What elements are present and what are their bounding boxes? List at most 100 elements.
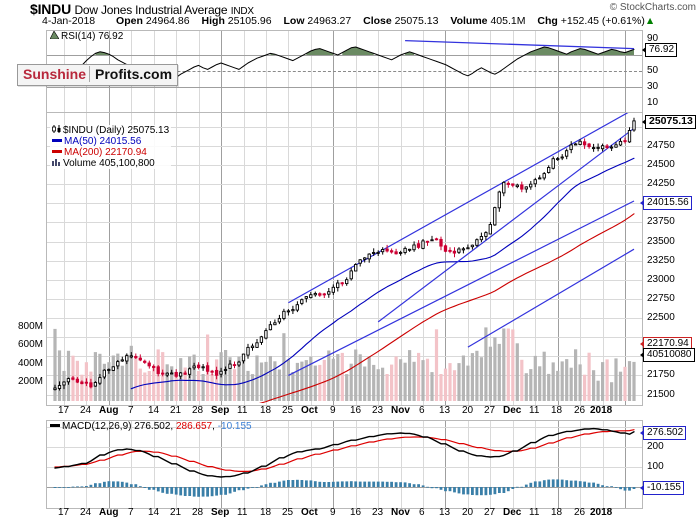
x-axis-tick: 7 bbox=[128, 405, 134, 416]
open-value: 24964.86 bbox=[145, 15, 190, 27]
x-axis-tick: 25 bbox=[282, 507, 294, 518]
x-axis-tick: 16 bbox=[350, 405, 362, 416]
legend-row-volume: Volume 405,100,800 bbox=[52, 158, 169, 169]
rsi-y-tick: 90 bbox=[647, 33, 659, 44]
x-axis-tick: 20 bbox=[462, 405, 474, 416]
x-axis-tick: 17 bbox=[58, 405, 70, 416]
x-axis-tick: 25 bbox=[282, 405, 294, 416]
volume-y-tick: 400M bbox=[18, 358, 44, 369]
x-axis-tick: Dec bbox=[503, 405, 522, 416]
x-axis-tick: Nov bbox=[391, 507, 410, 518]
x-axis-tick: 28 bbox=[192, 507, 204, 518]
x-axis-tick: 13 bbox=[439, 507, 451, 518]
high-label: High bbox=[201, 15, 225, 27]
rsi-y-tick: 50 bbox=[647, 65, 659, 76]
macd-hist-value: -10.155 bbox=[217, 421, 252, 432]
x-axis-tick: 28 bbox=[192, 405, 204, 416]
macd-signal-value: 286.657 bbox=[175, 421, 213, 432]
x-axis-tick: 2018 bbox=[590, 405, 613, 416]
x-axis-tick: 13 bbox=[439, 405, 451, 416]
x-axis-tick: Oct bbox=[301, 405, 318, 416]
open-label: Open bbox=[116, 15, 143, 27]
x-axis-tick: 9 bbox=[330, 405, 336, 416]
x-axis-tick: 27 bbox=[484, 405, 496, 416]
x-axis-tick: Nov bbox=[391, 405, 410, 416]
x-axis-tick: 20 bbox=[462, 507, 474, 518]
quote-date: 4-Jan-2018 bbox=[42, 15, 96, 27]
legend-price-text: $INDU (Daily) 25075.13 bbox=[63, 125, 170, 136]
macd-legend-value: 276.502 bbox=[134, 421, 171, 432]
x-axis-tick: 27 bbox=[484, 507, 496, 518]
x-axis-tick: 18 bbox=[260, 405, 272, 416]
x-axis-tick: 21 bbox=[170, 405, 182, 416]
x-axis-tick: Aug bbox=[99, 507, 119, 518]
x-axis-tick: 18 bbox=[551, 507, 563, 518]
x-axis-tick: Dec bbox=[503, 507, 522, 518]
volume-value-tag: 40510080 bbox=[640, 348, 695, 362]
close-value: 25075.13 bbox=[394, 15, 439, 27]
rsi-legend-text: RSI(14) 76.92 bbox=[61, 31, 124, 42]
legend-ma200-text: MA(200) 22170.94 bbox=[64, 147, 147, 158]
x-axis-tick: 11 bbox=[237, 405, 248, 416]
macd-y-tick: 200 bbox=[647, 441, 664, 452]
candlestick-icon bbox=[52, 125, 61, 134]
x-axis-tick: 11 bbox=[237, 507, 248, 518]
chg-value: +152.45 (+0.61%) bbox=[560, 15, 645, 27]
exchange-label: INDX bbox=[230, 6, 254, 17]
x-axis-tick: 21 bbox=[170, 507, 182, 518]
price-y-tick: 24500 bbox=[647, 159, 675, 170]
low-label: Low bbox=[283, 15, 305, 27]
volume-y-tick: 800M bbox=[18, 321, 44, 332]
price-y-tick: 21500 bbox=[647, 389, 675, 400]
rsi-plot-area bbox=[47, 31, 642, 113]
symbol-ticker: $INDU bbox=[30, 1, 72, 17]
price-y-tick: 24750 bbox=[647, 140, 675, 151]
close-price-tag: 25075.13 bbox=[642, 115, 696, 129]
x-axis-tick: 23 bbox=[372, 507, 384, 518]
macd-value-tag: 276.502 bbox=[639, 426, 687, 440]
x-axis-tick: 17 bbox=[58, 507, 70, 518]
close-label: Close bbox=[363, 15, 392, 27]
price-y-tick: 23750 bbox=[647, 216, 675, 227]
symbol-name: Dow Jones Industrial Average bbox=[74, 3, 228, 17]
x-axis-tick: 11 bbox=[529, 405, 540, 416]
sunshine-profits-watermark: Sunshine Profits.com bbox=[17, 64, 179, 86]
chg-label: Chg bbox=[537, 15, 558, 27]
price-y-tick: 23500 bbox=[647, 236, 675, 247]
high-value: 25105.96 bbox=[227, 15, 272, 27]
legend-volume-text: Volume 405,100,800 bbox=[63, 158, 155, 169]
stockcharts-attribution: © StockCharts.com bbox=[609, 2, 696, 13]
x-axis-tick: 14 bbox=[148, 405, 160, 416]
volume-bars-icon bbox=[52, 158, 61, 167]
macd-legend-name: MACD(12,26,9) bbox=[62, 421, 132, 432]
price-y-tick: 24250 bbox=[647, 178, 675, 189]
x-axis-tick: 18 bbox=[551, 405, 563, 416]
x-axis-tick: Sep bbox=[211, 405, 230, 416]
rsi-legend: RSI(14) 76.92 bbox=[50, 31, 123, 42]
watermark-brand: Sunshine bbox=[23, 66, 87, 82]
x-axis-tick: Oct bbox=[301, 507, 318, 518]
ma50-value-tag: 24015.56 bbox=[640, 196, 692, 210]
macd-y-tick: 100 bbox=[647, 461, 664, 472]
x-axis-tick: 26 bbox=[574, 405, 586, 416]
rsi-indicator-icon bbox=[50, 31, 59, 40]
x-axis-tick: 7 bbox=[128, 507, 134, 518]
ma50-swatch-icon bbox=[52, 138, 62, 142]
price-plot-area bbox=[47, 113, 642, 405]
price-y-tick: 22750 bbox=[647, 293, 675, 304]
x-axis-tick: 26 bbox=[574, 507, 586, 518]
x-axis-tick: 11 bbox=[529, 507, 540, 518]
volume-y-tick: 200M bbox=[18, 376, 44, 387]
price-y-tick: 23000 bbox=[647, 274, 675, 285]
x-axis-tick: 9 bbox=[330, 507, 336, 518]
legend-row-price: $INDU (Daily) 25075.13 bbox=[52, 125, 169, 136]
volume-label: Volume bbox=[450, 15, 488, 27]
ma200-swatch-icon bbox=[52, 149, 62, 153]
x-axis-tick: 24 bbox=[80, 507, 92, 518]
volume-y-tick: 600M bbox=[18, 339, 44, 350]
macd-swatch-icon bbox=[50, 423, 60, 427]
price-y-tick: 22500 bbox=[647, 312, 675, 323]
chg-up-arrow-icon: ▲ bbox=[644, 15, 656, 27]
x-axis-tick: 6 bbox=[419, 405, 425, 416]
